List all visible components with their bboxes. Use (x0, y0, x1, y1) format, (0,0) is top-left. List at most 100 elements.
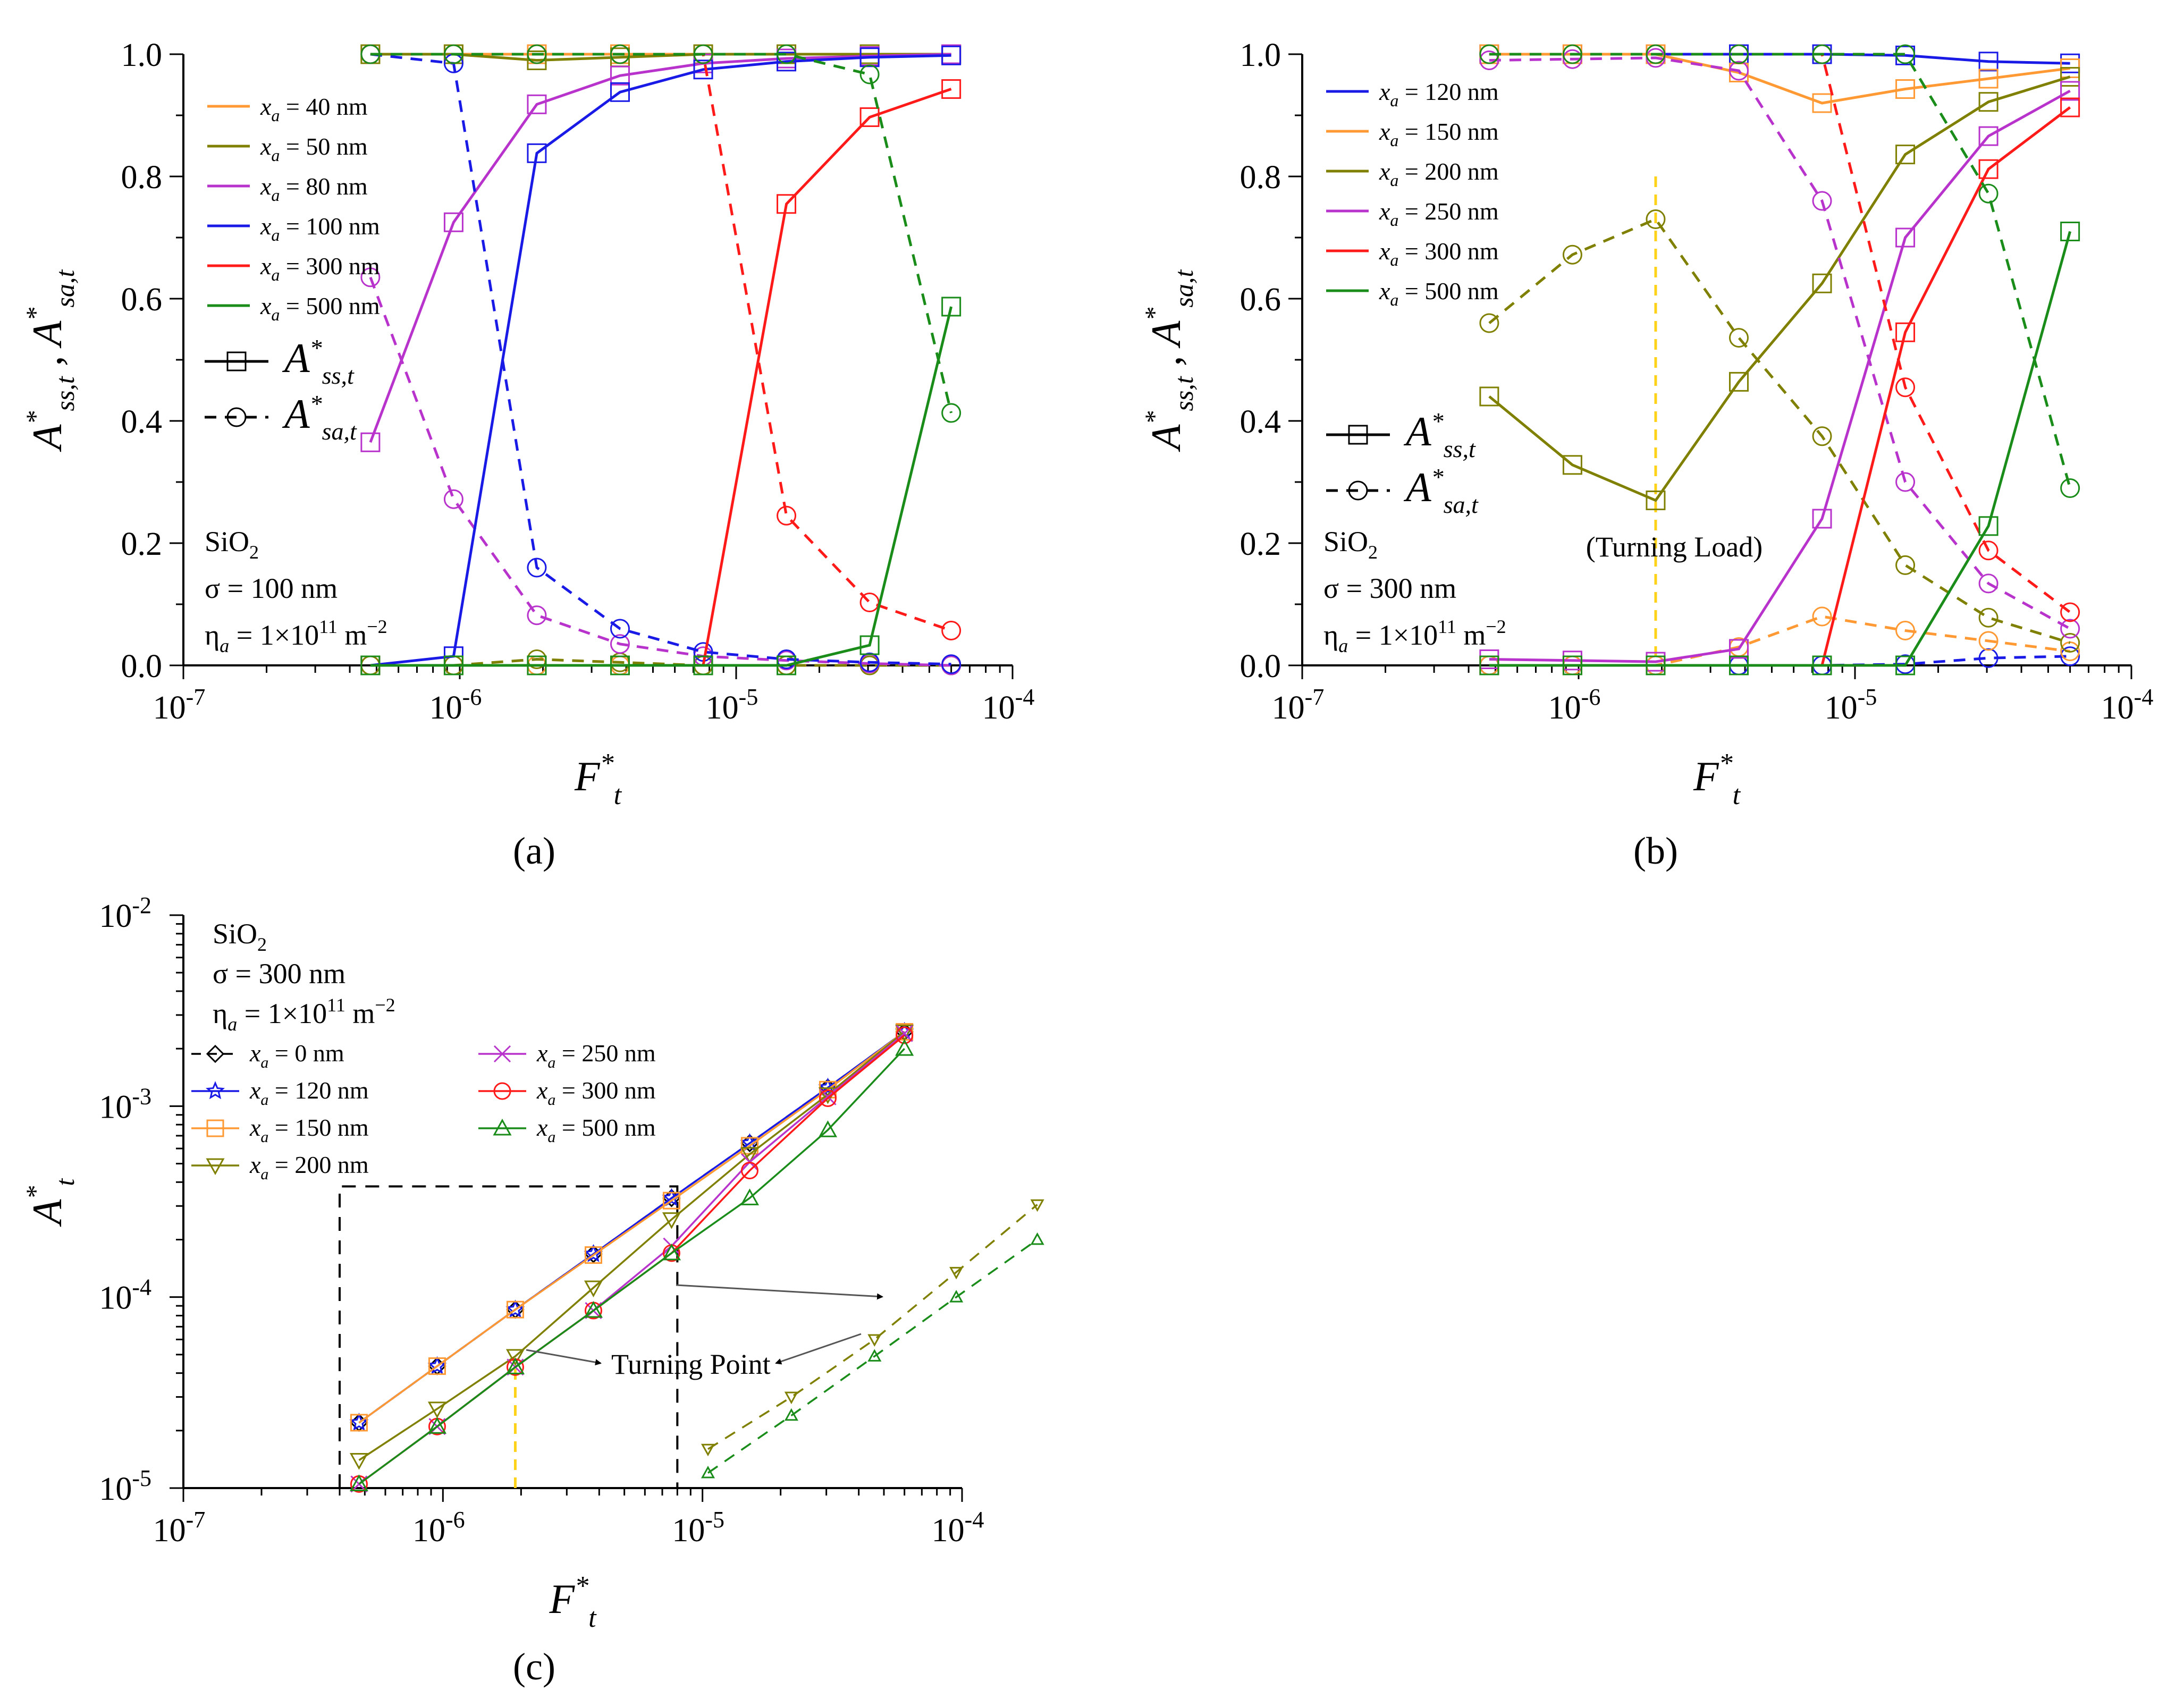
legend-label: xa = 100 nm (260, 213, 380, 244)
data-point (1895, 44, 1916, 64)
legend-label: xa = 300 nm (536, 1077, 656, 1109)
series-line (1489, 231, 2072, 667)
data-point (506, 1300, 524, 1319)
data-point (1479, 386, 1499, 407)
legend-label: xa = 200 nm (249, 1151, 369, 1183)
data-point (1895, 472, 1916, 492)
x-axis-title: F*t (574, 748, 622, 810)
data-point (1728, 371, 1749, 392)
data-point (584, 1246, 602, 1264)
panel-label-c: (c) (513, 1645, 555, 1688)
legend-label: xa = 300 nm (1379, 238, 1499, 269)
data-point (941, 654, 962, 674)
data-point (941, 297, 962, 317)
data-point (662, 1212, 681, 1229)
annotation-density: ηa = 1×1011 m−2 (1323, 616, 1506, 656)
data-point (819, 1089, 837, 1107)
data-point (941, 45, 962, 65)
panel-label-b: (b) (1633, 830, 1678, 872)
data-point (1978, 126, 1999, 146)
legend-symbol (205, 1081, 225, 1100)
panel-label-a: (a) (513, 830, 555, 872)
data-point (610, 634, 630, 654)
data-point (895, 1024, 914, 1042)
data-point (1562, 655, 1582, 675)
x-tick-label: 10-7 (153, 1507, 206, 1549)
panel-a-chart: 10-7 10-6 10-5 10-4 0.0 0.2 0.4 0.6 0.8 1.0 F*t A*s… (20, 37, 1034, 810)
data-point (1479, 50, 1499, 70)
data-point (895, 1039, 914, 1056)
legend-label: xa = 40 nm (260, 93, 368, 125)
data-point (505, 1299, 525, 1318)
y-tick-label: 0.4 (121, 404, 163, 440)
data-point (2060, 67, 2080, 87)
marker-legend-label: A*ss,t (1403, 408, 1476, 462)
y-axis-title: A*ss,t , A*sa,t (1139, 269, 1199, 453)
zoom-arrow (676, 1284, 883, 1300)
data-point (701, 1465, 715, 1479)
data-point (662, 1192, 680, 1210)
series-line (1489, 53, 2072, 489)
y-tick-label: 10-2 (99, 892, 151, 934)
legend-label: xa = 250 nm (1379, 198, 1499, 230)
data-point (610, 65, 630, 86)
data-point (527, 94, 547, 114)
data-point (1895, 620, 1916, 640)
legend-label: xa = 0 nm (249, 1040, 344, 1071)
series-line (1488, 217, 2071, 644)
y-tick-label: 1.0 (1240, 37, 1281, 73)
turning-point-arrow-left (526, 1349, 602, 1366)
data-point (1479, 655, 1499, 675)
x-tick-label: 10-4 (932, 1507, 984, 1549)
x-axis-title: F*t (1693, 748, 1741, 810)
legend-symbol (206, 1158, 225, 1176)
data-point (1479, 44, 1499, 64)
data-point (693, 655, 713, 675)
data-point (1978, 159, 1999, 179)
data-point (777, 44, 797, 64)
data-point (1812, 606, 1832, 627)
data-point (949, 1266, 964, 1280)
data-point (527, 143, 547, 163)
data-point (2060, 81, 2080, 101)
data-point (1978, 648, 1999, 668)
data-point (1812, 191, 1832, 211)
series-line (370, 657, 951, 667)
series-line (1489, 615, 2070, 667)
data-point (2060, 478, 2080, 498)
x-tick-label: 10-5 (672, 1507, 724, 1549)
data-point (859, 652, 880, 672)
legend-symbol (493, 1118, 512, 1136)
data-point (1978, 52, 1999, 72)
legend-label: xa = 120 nm (249, 1077, 369, 1109)
data-point (2060, 97, 2080, 117)
x-tick-label: 10-7 (153, 684, 206, 726)
data-point (1895, 555, 1916, 575)
legend-symbol (206, 1119, 224, 1137)
data-point (867, 1349, 882, 1362)
y-tick-label: 0.6 (121, 282, 163, 318)
x-tick-label: 10-6 (429, 684, 482, 726)
series-line (370, 53, 951, 666)
y-tick-label: 10-5 (99, 1465, 151, 1507)
y-tick-label: 0.2 (121, 526, 163, 562)
annotation-sigma: σ = 300 nm (1323, 572, 1456, 604)
annotation-material: SiO2 (213, 918, 267, 955)
legend-label: xa = 500 nm (1379, 277, 1499, 309)
data-point (1562, 244, 1582, 265)
annotation-material: SiO2 (205, 526, 259, 563)
legend-label: xa = 150 nm (1379, 118, 1499, 150)
data-point (360, 655, 381, 675)
legend-symbol (493, 1045, 511, 1063)
series-line (370, 53, 951, 62)
data-point (1812, 273, 1832, 293)
series-line (358, 1031, 905, 1424)
data-point (349, 1452, 369, 1470)
turning-load-label: (Turning Load) (1586, 531, 1763, 563)
data-point (1646, 491, 1666, 510)
data-point (1562, 455, 1582, 475)
y-tick-label: 0.4 (1240, 404, 1281, 440)
data-point (360, 432, 381, 452)
data-point (1812, 44, 1832, 64)
data-point (784, 1391, 798, 1405)
